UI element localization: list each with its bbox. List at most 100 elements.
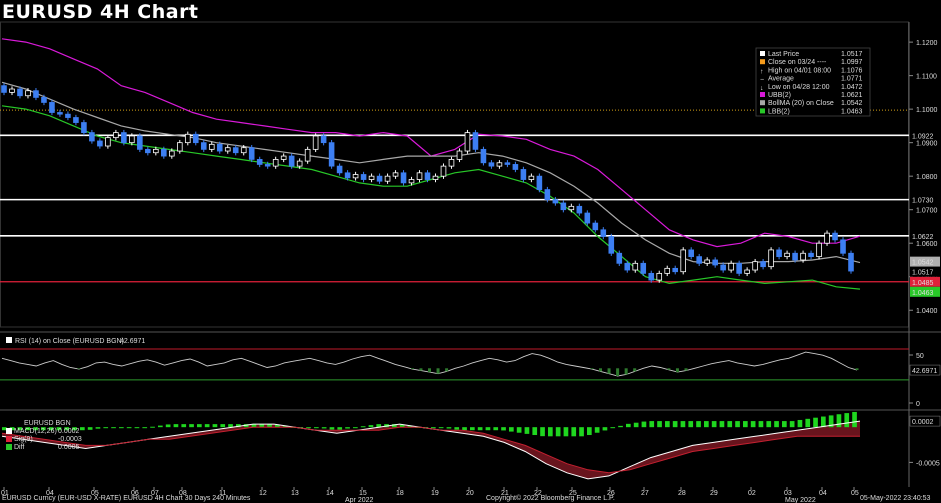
candle-body <box>81 122 87 134</box>
macd-legend-value: 0.0005 <box>58 444 80 451</box>
macd-histogram-bar <box>665 421 670 428</box>
candle-body <box>656 272 663 281</box>
price-axis-label: 1.0900 <box>916 141 938 148</box>
macd-histogram-bar <box>126 427 132 429</box>
legend-label: Last Price <box>768 51 799 58</box>
rsi-legend-value: 42.6971 <box>120 338 145 345</box>
hline-tag-bg <box>910 130 940 141</box>
macd-histogram-bar <box>626 423 631 428</box>
macd-histogram-bar <box>555 427 561 437</box>
candle-body <box>768 249 774 268</box>
macd-histogram-bar <box>119 427 124 429</box>
macd-histogram-bar <box>805 418 811 428</box>
macd-histogram-bar <box>696 421 701 428</box>
x-axis-label: 05 <box>851 490 859 497</box>
price-axis-label: 1.0700 <box>916 208 938 215</box>
macd-histogram-bar <box>376 424 382 428</box>
macd-histogram-bar <box>212 424 218 428</box>
legend-value: 1.0463 <box>841 108 863 115</box>
candle-body <box>800 252 806 261</box>
macd-histogram-bar <box>197 424 202 428</box>
rsi-legend-swatch <box>6 337 12 343</box>
macd-histogram-bar <box>828 415 834 428</box>
x-axis-month-label: Apr 2022 <box>345 497 374 503</box>
macd-histogram-bar <box>743 421 748 428</box>
candle-body <box>161 148 167 157</box>
candle-body <box>552 199 559 204</box>
average-icon: − <box>760 77 764 84</box>
macd-histogram-bar <box>641 421 647 428</box>
macd-histogram-bar <box>80 427 85 431</box>
macd-histogram-bar <box>774 421 779 428</box>
macd-histogram-bar <box>25 427 31 431</box>
macd-histogram-bar <box>548 427 553 437</box>
x-axis-label: 04 <box>819 490 827 497</box>
macd-histogram-bar <box>360 426 366 428</box>
candle-body <box>544 189 551 201</box>
candle-body <box>736 262 742 274</box>
candle-body <box>520 169 527 180</box>
x-axis-label: 07 <box>151 490 159 497</box>
macd-histogram-bar <box>501 427 506 431</box>
legend-value: 1.0997 <box>841 59 863 66</box>
macd-histogram-bar <box>680 421 686 428</box>
candle-body <box>113 132 119 139</box>
macd-histogram-bar <box>134 427 140 429</box>
price-axis-label: 1.0600 <box>916 241 938 248</box>
candle-body <box>192 133 199 144</box>
legend-swatch <box>760 59 765 65</box>
legend-value: 1.0542 <box>841 100 863 107</box>
macd-histogram-bar <box>48 427 54 431</box>
legend-value: 1.0517 <box>841 51 863 58</box>
macd-histogram-bar <box>594 427 600 433</box>
macd-histogram-bar <box>275 424 280 428</box>
candle-body <box>320 135 327 144</box>
x-axis-month-label: May 2022 <box>785 497 816 503</box>
x-axis-label: 22 <box>534 490 542 497</box>
x-axis-label: 02 <box>748 490 756 497</box>
x-axis-label: 08 <box>179 490 187 497</box>
rsi-value-tag-label: 42.6971 <box>912 368 937 375</box>
macd-histogram-bar <box>142 427 148 429</box>
candle-body <box>608 236 615 254</box>
candle-body <box>840 239 846 254</box>
candle-body <box>696 256 702 264</box>
macd-histogram-bar <box>189 424 194 428</box>
macd-histogram-bar <box>17 427 23 431</box>
legend-label: UBB(2) <box>768 92 791 99</box>
macd-legend-label: MACD(12,26) <box>14 428 57 435</box>
macd-histogram-bar <box>454 427 460 430</box>
macd-legend-label: Diff <box>14 444 24 451</box>
macd-line <box>1 420 861 480</box>
candle-body <box>97 140 103 147</box>
x-axis-label: 26 <box>607 490 615 497</box>
rsi-legend-label: RSI (14) on Close (EURUSD BGN) <box>15 338 124 345</box>
macd-histogram-bar <box>158 425 163 428</box>
macd-histogram-bar <box>9 427 15 431</box>
candle-body <box>376 175 383 182</box>
x-axis-label: 04 <box>46 490 54 497</box>
macd-histogram-bar <box>657 421 662 428</box>
macd-histogram-bar <box>509 427 514 432</box>
x-axis-label: 01 <box>1 490 9 497</box>
hline-tag-bg <box>910 194 940 205</box>
hline-tag-label: 1.0485 <box>912 280 934 287</box>
macd-histogram-bar <box>181 424 187 428</box>
macd-histogram-bar <box>41 427 46 431</box>
macd-histogram-bar <box>103 427 109 429</box>
macd-histogram-bar <box>633 422 639 428</box>
candle-body <box>288 155 295 167</box>
candle-body <box>184 133 191 144</box>
x-axis-label: 14 <box>326 490 334 497</box>
legend-swatch <box>760 51 765 56</box>
macd-histogram-bar <box>72 427 77 431</box>
candle-body <box>600 229 607 237</box>
macd-histogram-bar <box>399 424 405 428</box>
candle-body <box>456 150 463 160</box>
hline-tag-label: 1.0622 <box>912 234 934 241</box>
candle-body <box>512 164 519 170</box>
candle-body <box>17 88 23 97</box>
candle-body <box>528 175 535 180</box>
candle-body <box>360 174 367 180</box>
